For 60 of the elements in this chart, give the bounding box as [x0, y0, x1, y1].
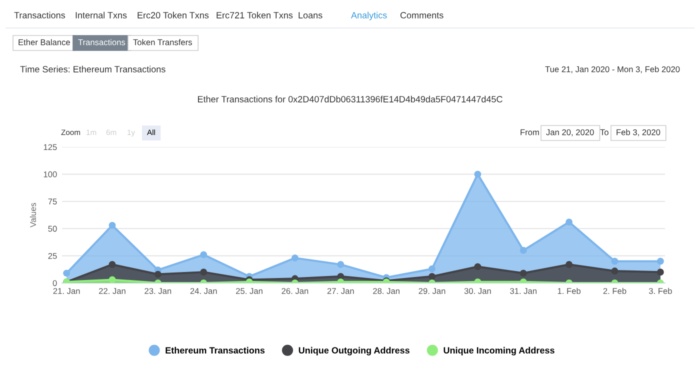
x-tick-label: 24. Jan [190, 288, 217, 294]
point [200, 251, 208, 258]
text: Comments [400, 12, 444, 18]
legend-label: Unique Incoming Address [444, 346, 554, 356]
point [520, 270, 527, 277]
text: Token Transfers [133, 39, 192, 46]
text: Transactions [14, 12, 66, 18]
point [520, 246, 527, 254]
x-tick-label: 31. Jan [510, 288, 537, 294]
text: Analytics [351, 12, 387, 20]
point [337, 261, 344, 268]
point [428, 265, 436, 272]
y-tick-label: 125 [44, 144, 57, 150]
point [200, 268, 208, 276]
y-tick-label: 75 [48, 198, 57, 204]
chart-title: Ether Transactions for 0x2D407dDb06311396fE14D4b49da5F0471447d45C [198, 96, 502, 102]
x-tick-label: 28. Jan [373, 288, 400, 294]
x-tick-label: 25. Jan [236, 288, 262, 294]
y-tick-label: 100 [44, 171, 57, 178]
point [566, 218, 573, 226]
point [474, 263, 482, 270]
x-tick-label: 30. Jan [464, 288, 491, 294]
point [611, 268, 618, 275]
legend-label: Ethereum Transactions [166, 346, 265, 354]
x-tick-label: 23. Jan [144, 288, 172, 294]
text: To [600, 129, 608, 136]
chart-subtitle: Time Series: Ethereum Transactions [20, 66, 166, 72]
x-tick-label: 27. Jan [327, 288, 354, 294]
legend-label: Unique Outgoing Address [298, 346, 410, 356]
text: Transactions [78, 39, 126, 46]
text: Ether Balance [18, 39, 70, 46]
x-tick-label: 3. Feb [648, 288, 672, 294]
text: Jan 20, 2020 [546, 129, 594, 136]
point [108, 261, 116, 268]
point [656, 258, 664, 265]
text: Tue 21, Jan 2020 - Mon 3, Feb 2020 [545, 66, 680, 74]
text: Internal Txns [76, 12, 127, 18]
text: Erc20 Token Txns [138, 12, 209, 18]
point [63, 270, 70, 277]
point [108, 222, 116, 229]
text: Feb 3, 2020 [616, 129, 660, 136]
y-tick-label: 0 [52, 280, 57, 286]
point [611, 258, 618, 265]
x-tick-label: 21. Jan [53, 288, 80, 294]
y-tick-label: 25 [48, 253, 57, 259]
text: Erc721 Token Txns [216, 12, 293, 18]
x-tick-label: 1. Feb [558, 288, 581, 294]
x-tick-label: 26. Jan [282, 288, 308, 294]
x-tick-label: 29. Jan [418, 288, 446, 294]
text: Loans [298, 12, 322, 18]
point [656, 268, 664, 276]
point [154, 270, 162, 278]
x-tick-label: 22. Jan [99, 288, 126, 294]
text: From [520, 129, 539, 136]
point [474, 170, 482, 178]
x-tick-label: 2. Feb [603, 288, 626, 294]
point [566, 261, 573, 268]
y-axis-title: Values [30, 202, 36, 228]
point [292, 254, 298, 262]
y-tick-label: 50 [48, 226, 57, 232]
